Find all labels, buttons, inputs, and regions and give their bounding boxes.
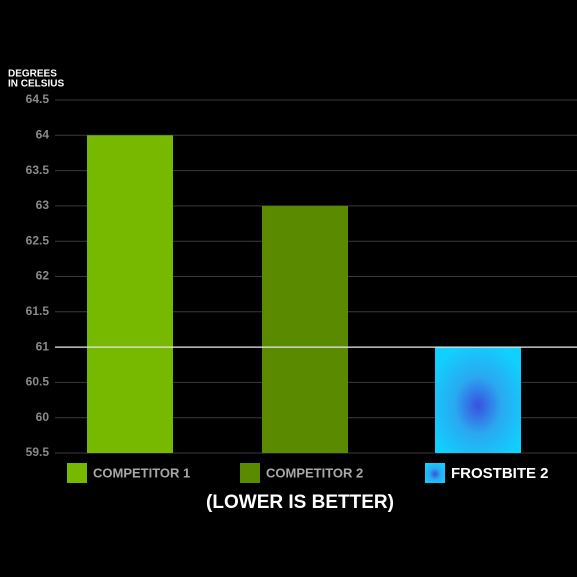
- bar: [262, 205, 348, 453]
- y-tick-label: 60: [36, 410, 50, 424]
- y-axis-label: DEGREES: [8, 69, 57, 80]
- y-tick-label: 64: [36, 127, 50, 141]
- y-tick-label: 61: [36, 339, 50, 353]
- y-tick-label: 62: [36, 269, 50, 283]
- bar: [87, 135, 173, 454]
- y-tick-label: 63: [36, 198, 50, 212]
- legend-swatch: [240, 463, 260, 483]
- annotation: (LOWER IS BETTER): [206, 492, 394, 513]
- bar: [435, 347, 521, 453]
- legend-swatch: [67, 463, 87, 483]
- y-tick-label: 64.5: [26, 92, 50, 106]
- y-axis-label: IN CELSIUS: [8, 79, 64, 90]
- y-tick-label: 61.5: [26, 304, 50, 318]
- legend-label: COMPETITOR 2: [266, 465, 363, 480]
- y-tick-label: 60.5: [26, 375, 50, 389]
- legend-label: COMPETITOR 1: [93, 465, 190, 480]
- legend-swatch: [425, 463, 445, 483]
- legend-label: FROSTBITE 2: [451, 465, 549, 482]
- y-tick-label: 59.5: [26, 445, 50, 459]
- y-tick-label: 62.5: [26, 233, 50, 247]
- y-tick-label: 63.5: [26, 163, 50, 177]
